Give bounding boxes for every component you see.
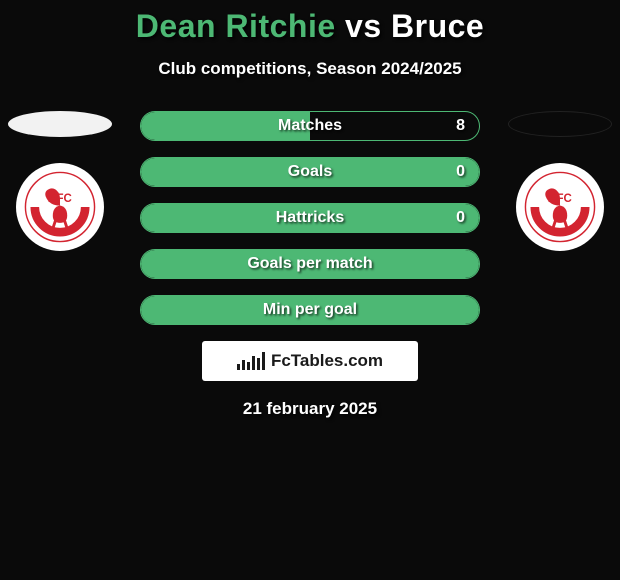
- page-title: Dean Ritchie vs Bruce: [0, 8, 620, 45]
- stats-area: AFC AFC Matches 8 Goals 0 Hattricks 0 Goals pe…: [0, 111, 620, 419]
- chart-bars-icon: [237, 352, 265, 370]
- watermark: FcTables.com: [202, 341, 418, 381]
- stat-label: Goals: [288, 163, 332, 181]
- club-crest-icon: AFC: [24, 171, 96, 243]
- player1-ellipse: [8, 111, 112, 137]
- stat-value-right: 0: [456, 163, 465, 181]
- watermark-text: FcTables.com: [271, 351, 383, 371]
- date-label: 21 february 2025: [0, 399, 620, 419]
- stat-label: Min per goal: [263, 301, 357, 319]
- stat-row: Hattricks 0: [140, 203, 480, 233]
- stat-label: Hattricks: [276, 209, 344, 227]
- player2-crest: AFC: [516, 163, 604, 251]
- club-crest-icon: AFC: [524, 171, 596, 243]
- player2-name: Bruce: [391, 8, 484, 44]
- stat-label: Matches: [278, 117, 342, 135]
- stat-row: Min per goal: [140, 295, 480, 325]
- stat-rows: Matches 8 Goals 0 Hattricks 0 Goals per match M…: [140, 111, 480, 325]
- player2-ellipse: [508, 111, 612, 137]
- subtitle: Club competitions, Season 2024/2025: [0, 59, 620, 79]
- stat-row: Goals per match: [140, 249, 480, 279]
- crest-text: AFC: [548, 193, 572, 205]
- vs-separator: vs: [345, 8, 382, 44]
- player1-name: Dean Ritchie: [136, 8, 336, 44]
- player1-crest: AFC: [16, 163, 104, 251]
- stat-row: Goals 0: [140, 157, 480, 187]
- comparison-card: Dean Ritchie vs Bruce Club competitions,…: [0, 0, 620, 419]
- crest-text: AFC: [48, 193, 72, 205]
- stat-value-right: 8: [456, 117, 465, 135]
- stat-label: Goals per match: [247, 255, 372, 273]
- stat-row: Matches 8: [140, 111, 480, 141]
- stat-value-right: 0: [456, 209, 465, 227]
